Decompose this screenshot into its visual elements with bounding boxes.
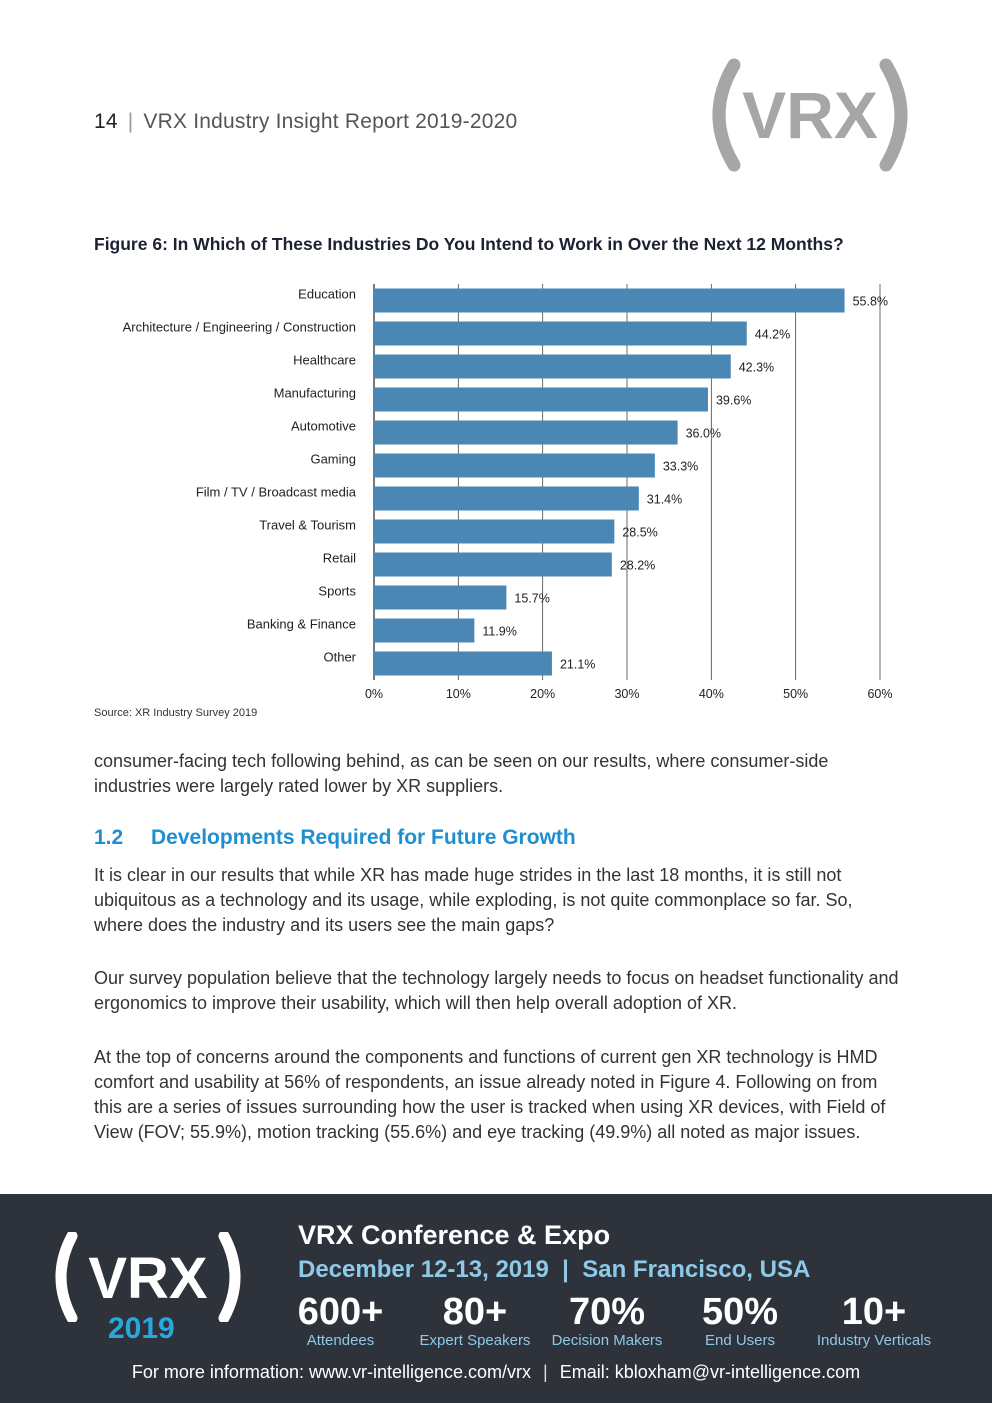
vrx-logo-footer: VRX (55, 1232, 241, 1322)
data-label: 44.2% (755, 328, 790, 342)
data-label: 39.6% (716, 394, 751, 408)
bar (374, 618, 475, 643)
data-label: 28.5% (622, 526, 657, 540)
category-label: Education (298, 287, 356, 302)
x-tick-label: 60% (867, 687, 892, 701)
category-label: Travel & Tourism (259, 518, 356, 533)
x-tick-label: 40% (699, 687, 724, 701)
data-label: 31.4% (647, 493, 682, 507)
bar (374, 519, 615, 544)
paragraph-3: At the top of concerns around the compon… (94, 1047, 886, 1142)
section-heading: 1.2 Developments Required for Future Grow… (94, 826, 576, 850)
data-label: 21.1% (560, 658, 595, 672)
x-tick-label: 0% (365, 687, 383, 701)
section-number: 1.2 (94, 826, 124, 849)
intro-paragraph: consumer-facing tech following behind, a… (94, 751, 829, 796)
data-label: 11.9% (482, 625, 517, 639)
data-label: 15.7% (514, 592, 549, 606)
stat-label: Industry Verticals (816, 1332, 932, 1349)
stat-label: Decision Makers (551, 1332, 663, 1349)
footer-contact: For more information: www.vr-intelligenc… (0, 1362, 992, 1383)
report-title: VRX Industry Insight Report 2019-2020 (143, 110, 518, 133)
chart-source: Source: XR Industry Survey 2019 (94, 707, 258, 719)
footer-separator: | (543, 1362, 548, 1382)
bar (374, 354, 731, 379)
category-label: Retail (323, 551, 356, 566)
data-label: 36.0% (686, 427, 721, 441)
logo-text: VRX (742, 78, 878, 152)
category-label: Sports (318, 584, 356, 599)
stat-label: Attendees (306, 1332, 375, 1349)
page-header: 14 | VRX Industry Insight Report 2019-2020 (94, 110, 517, 134)
footer-logo-text: VRX (88, 1246, 208, 1311)
category-label: Architecture / Engineering / Constructio… (123, 320, 356, 335)
category-label: Other (323, 650, 356, 665)
stat-label: End Users (704, 1332, 776, 1349)
category-label: Film / TV / Broadcast media (196, 485, 357, 500)
bar (374, 552, 612, 577)
stat-attendees: 600+ Attendees (283, 1292, 398, 1350)
bar-chart: Education 55.8% Architecture / Engineering… (123, 284, 893, 701)
stat-end-users: 50% End Users (690, 1292, 790, 1350)
category-label: Healthcare (293, 353, 356, 368)
footer-website-link[interactable]: For more information: www.vr-intelligenc… (131, 1362, 532, 1382)
bar (374, 486, 639, 511)
header-separator: | (127, 110, 134, 133)
x-tick-label: 50% (783, 687, 808, 701)
bar (374, 651, 552, 676)
bar (374, 288, 845, 313)
data-label: 42.3% (739, 361, 774, 375)
stat-value: 50% (701, 1291, 779, 1333)
bar (374, 321, 747, 346)
bar (374, 585, 507, 610)
category-label: Automotive (291, 419, 356, 434)
category-label: Banking & Finance (247, 617, 356, 632)
page-number: 14 (94, 110, 118, 133)
category-label: Gaming (310, 452, 356, 467)
data-label: 28.2% (620, 559, 655, 573)
footer-banner: VRX 2019 VRX Conference & Expo December … (0, 1194, 992, 1403)
x-tick-label: 10% (446, 687, 471, 701)
bar (374, 387, 708, 412)
paragraph-1: It is clear in our results that while XR… (94, 865, 853, 935)
x-tick-label: 20% (530, 687, 555, 701)
x-tick-label: 30% (614, 687, 639, 701)
stat-value: 10+ (841, 1291, 907, 1333)
stat-speakers: 80+ Expert Speakers (411, 1292, 539, 1350)
bar (374, 420, 678, 445)
stat-value: 70% (568, 1291, 646, 1333)
data-label: 33.3% (663, 460, 698, 474)
stat-label: Expert Speakers (419, 1332, 531, 1349)
stat-value: 80+ (442, 1291, 508, 1333)
stat-verticals: 10+ Industry Verticals (806, 1292, 942, 1350)
category-label: Manufacturing (274, 386, 356, 401)
section-title: Developments Required for Future Growth (151, 826, 576, 849)
conference-title: VRX Conference & Expo (298, 1220, 611, 1250)
stat-decision-makers: 70% Decision Makers (543, 1292, 671, 1350)
paragraph-2: Our survey population believe that the t… (94, 968, 899, 1013)
data-label: 55.8% (853, 295, 888, 309)
bar (374, 453, 655, 478)
stat-value: 600+ (297, 1291, 384, 1333)
vrx-logo: VRX (712, 58, 908, 172)
conference-dates: December 12-13, 2019 | San Francisco, US… (298, 1256, 811, 1283)
footer-logo-year: 2019 (108, 1312, 175, 1345)
figure-title: Figure 6: In Which of These Industries D… (94, 234, 844, 254)
footer-email-link[interactable]: Email: kbloxham@vr-intelligence.com (559, 1362, 861, 1382)
